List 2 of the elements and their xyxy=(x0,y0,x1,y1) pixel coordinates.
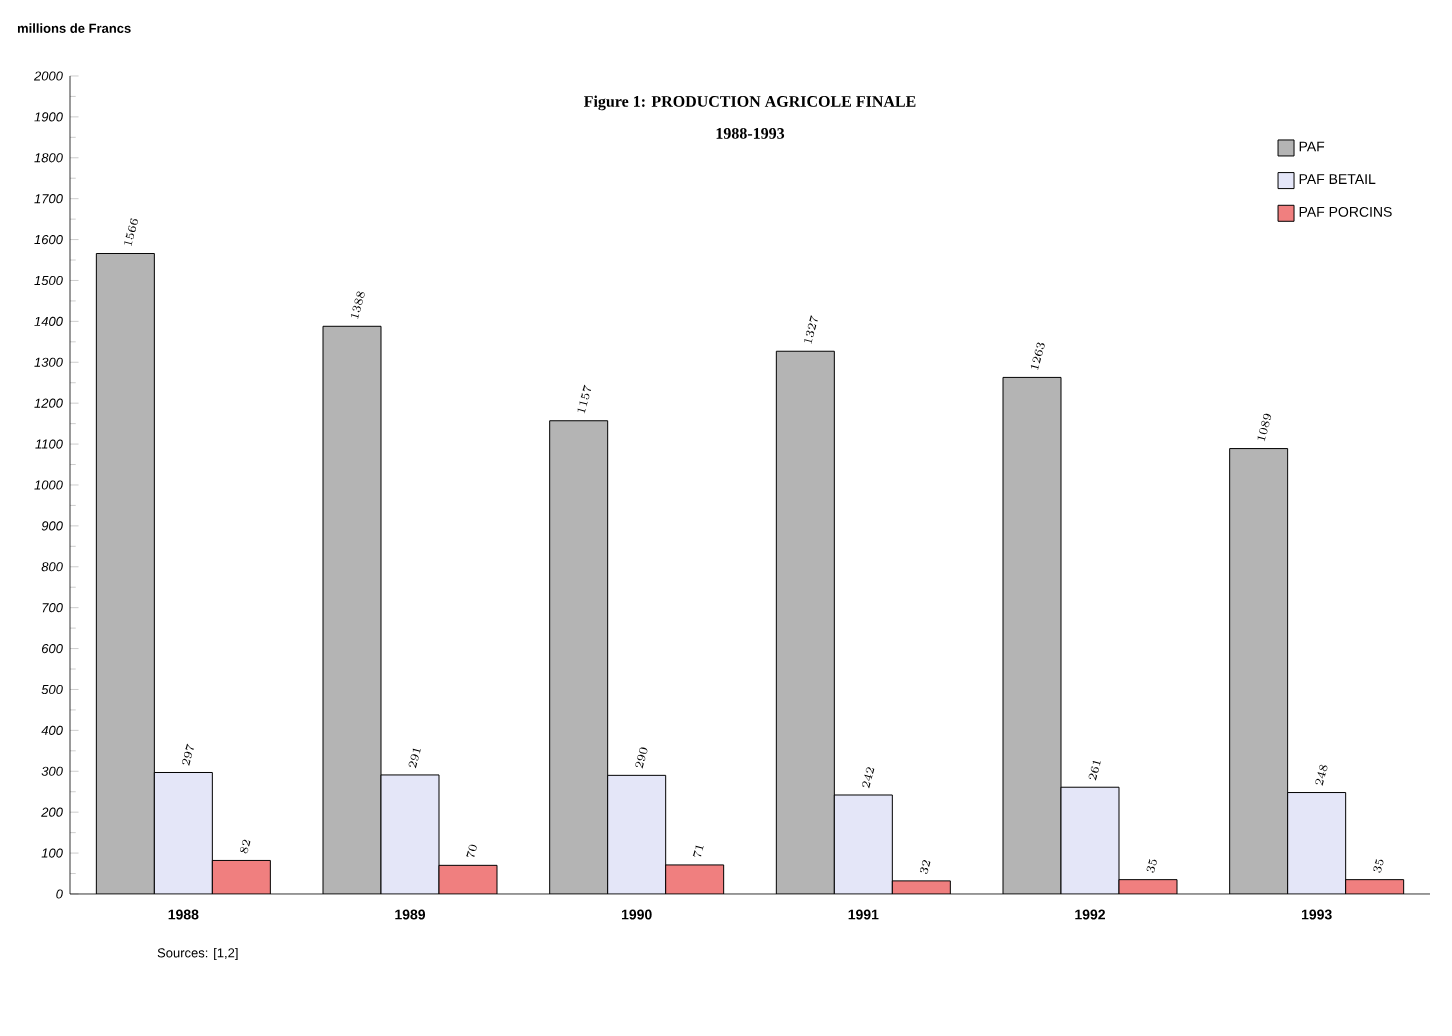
text: Figure 1: PRODUCTION AGRICOLE FINALE xyxy=(583,95,916,111)
text: 1988-1993 xyxy=(716,128,785,139)
